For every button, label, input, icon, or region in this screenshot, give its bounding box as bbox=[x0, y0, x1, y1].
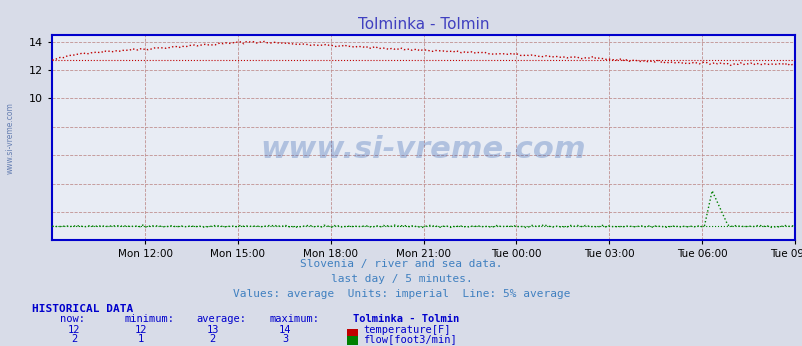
Text: www.si-vreme.com: www.si-vreme.com bbox=[6, 102, 14, 174]
Text: now:: now: bbox=[60, 315, 85, 325]
Title: Tolminka - Tolmin: Tolminka - Tolmin bbox=[358, 17, 488, 32]
Text: 1: 1 bbox=[137, 334, 144, 344]
Text: 14: 14 bbox=[278, 325, 291, 335]
Text: flow[foot3/min]: flow[foot3/min] bbox=[363, 334, 456, 344]
Text: 12: 12 bbox=[67, 325, 80, 335]
Text: minimum:: minimum: bbox=[124, 315, 174, 325]
Text: 2: 2 bbox=[209, 334, 216, 344]
Text: temperature[F]: temperature[F] bbox=[363, 325, 450, 335]
Text: average:: average: bbox=[196, 315, 246, 325]
Text: Slovenia / river and sea data.: Slovenia / river and sea data. bbox=[300, 259, 502, 269]
Text: www.si-vreme.com: www.si-vreme.com bbox=[261, 135, 585, 164]
Text: Tolminka - Tolmin: Tolminka - Tolmin bbox=[353, 315, 459, 325]
Text: Values: average  Units: imperial  Line: 5% average: Values: average Units: imperial Line: 5%… bbox=[233, 289, 569, 299]
Text: 12: 12 bbox=[134, 325, 147, 335]
Text: last day / 5 minutes.: last day / 5 minutes. bbox=[330, 274, 472, 284]
Text: maximum:: maximum: bbox=[269, 315, 318, 325]
Text: 2: 2 bbox=[71, 334, 77, 344]
Text: HISTORICAL DATA: HISTORICAL DATA bbox=[32, 304, 133, 314]
Text: 13: 13 bbox=[206, 325, 219, 335]
Text: 3: 3 bbox=[282, 334, 288, 344]
